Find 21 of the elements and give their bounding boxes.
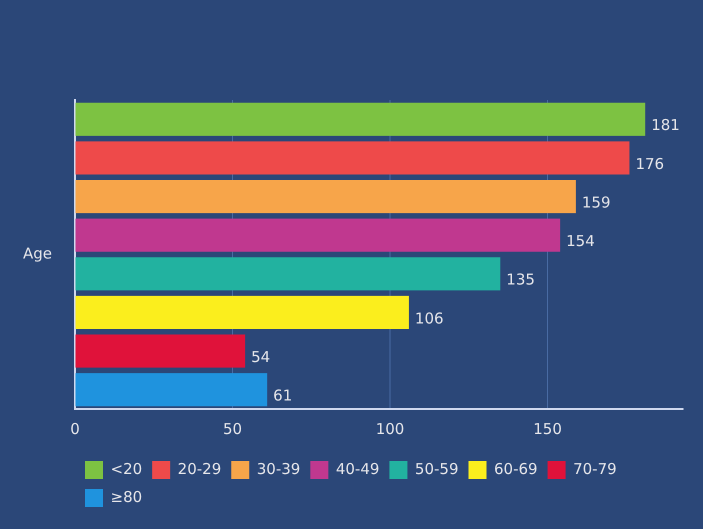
data-label: 181 bbox=[651, 116, 680, 134]
legend-label: 30-39 bbox=[256, 460, 300, 478]
data-label: 176 bbox=[635, 154, 664, 173]
legend-label: <20 bbox=[110, 460, 142, 478]
data-label: 135 bbox=[506, 270, 535, 289]
data-label: 154 bbox=[566, 232, 595, 250]
legend-label: 60-69 bbox=[494, 460, 538, 478]
legend-label: 50-59 bbox=[414, 460, 459, 478]
legend-label: 40-49 bbox=[336, 460, 380, 478]
x-tick-label: 150 bbox=[533, 420, 562, 438]
legend-label: 70-79 bbox=[573, 460, 617, 478]
legend-label: 20-29 bbox=[178, 460, 222, 478]
data-label: 54 bbox=[251, 348, 270, 366]
y-axis-title: Age bbox=[22, 244, 52, 262]
legend-label: ≥80 bbox=[110, 488, 142, 506]
data-label: 61 bbox=[273, 386, 292, 405]
data-label: 159 bbox=[582, 193, 611, 212]
x-tick-label: 100 bbox=[376, 420, 404, 438]
x-tick-label: 0 bbox=[70, 420, 80, 438]
data-label: 106 bbox=[414, 309, 444, 328]
x-tick-label: 50 bbox=[222, 420, 242, 438]
